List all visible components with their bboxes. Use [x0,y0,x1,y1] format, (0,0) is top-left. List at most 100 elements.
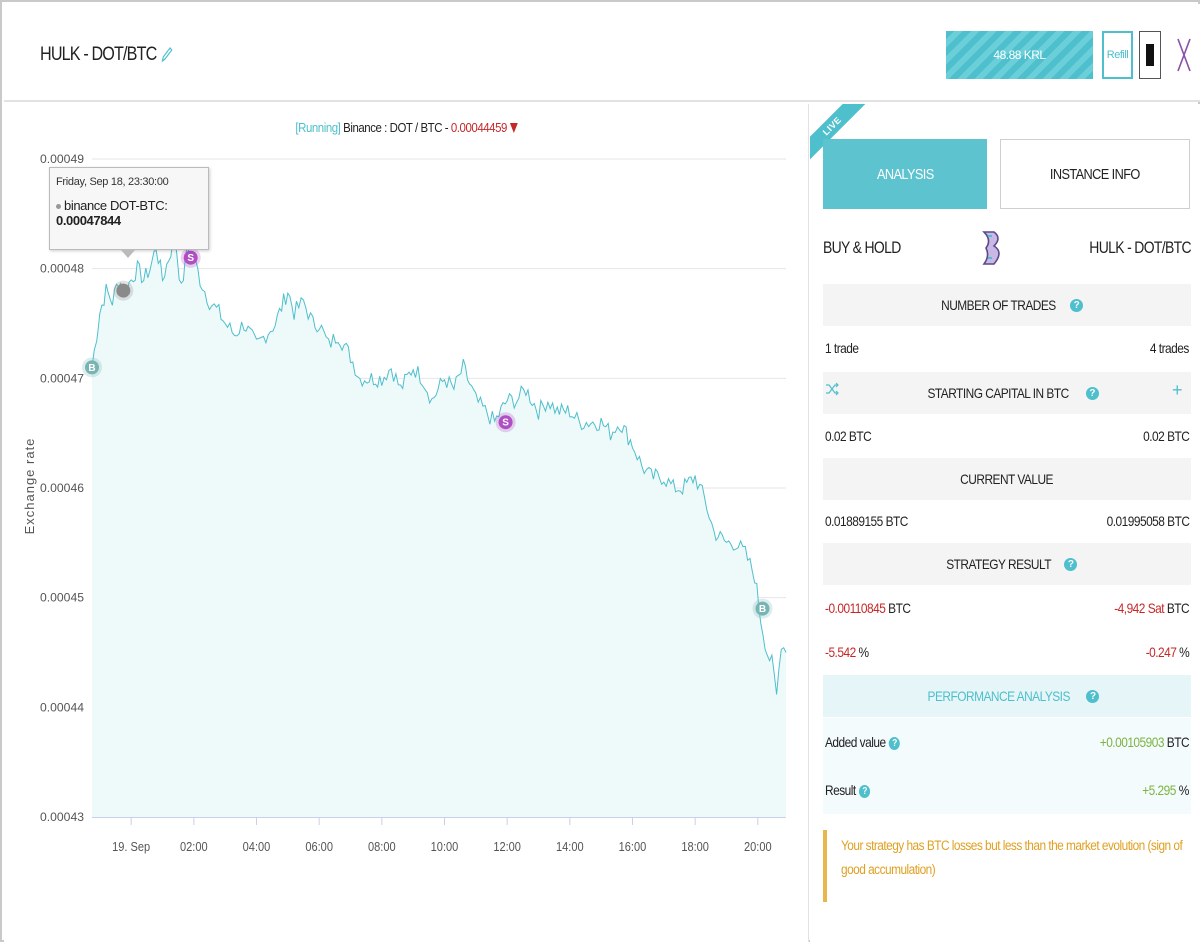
added-value-label: Added value? [825,734,901,750]
x-tick-label: 04:00 [243,839,271,854]
strategy-row: BUY & HOLD HULK - DOT/BTC [823,226,1192,270]
x-tick-label: 16:00 [619,839,647,854]
result-btc-instance: -4,942 Sat BTC [1114,600,1189,616]
capital-header-label: STARTING CAPITAL IN BTC [927,385,1070,401]
y-tick-label: 0.00048 [40,262,84,276]
pause-icon [1146,44,1154,66]
result-pct-instance-unit: % [1176,644,1190,660]
trade-marker [85,360,99,375]
price-chart[interactable]: 0.00049 0.00048 0.00047 0.00046 0.00045 0.000… [4,104,809,942]
help-icon[interactable]: ? [1064,557,1078,571]
balance-value: 48.88 KRL [993,48,1046,62]
chart-title: [Running] Binance : DOT / BTC - 0.000444… [52,120,760,135]
add-capital-button[interactable]: + [1172,380,1183,400]
y-tick-label: 0.00044 [40,700,84,714]
series-dot-icon [56,204,61,210]
trade-marker-label: B [759,604,766,615]
capital-header: STARTING CAPITAL IN BTC? [823,372,1191,414]
performance-header-label: PERFORMANCE ANALYSIS [927,688,1070,704]
result-value: +5.295 % [1142,782,1189,798]
trade-marker [183,250,198,265]
strategy-logo-icon [982,231,1001,265]
result-pct-instance: -0.247 % [1145,644,1189,660]
help-icon[interactable]: ? [1085,386,1099,400]
price-down-icon [509,123,518,133]
result-btc-strategy-unit: BTC [885,600,911,616]
current-value-header-label: CURRENT VALUE [960,471,1054,487]
added-value-number: +0.00105903 [1099,734,1165,750]
y-tick-label: 0.00045 [40,591,84,605]
result-pct-strategy: -5.542 % [825,644,869,660]
close-icon[interactable] [1170,31,1198,79]
result-btc-instance-unit: BTC [1163,600,1190,616]
result-btc-instance-value: -4,942 Sat [1114,600,1164,616]
page-title: HULK - DOT/BTC [40,44,173,66]
tab-analysis-label: ANALYSIS [876,165,934,183]
help-icon[interactable]: ? [888,736,901,750]
chart-panel: [Running] Binance : DOT / BTC - 0.000444… [4,104,809,942]
result-text: Result [825,782,856,798]
current-value-instance: 0.01995058 BTC [1106,513,1189,529]
current-value-row: 0.01889155 BTC 0.01995058 BTC [823,501,1191,541]
current-value-strategy: 0.01889155 BTC [825,513,908,529]
header-bar: HULK - DOT/BTC 48.88 KRL Refill [4,4,1200,102]
instance-title: HULK - DOT/BTC [40,44,157,65]
trades-strategy: 1 trade [825,340,859,356]
added-value-unit: BTC [1163,734,1190,750]
trade-marker-label: S [187,253,194,264]
x-tick-label: 08:00 [368,839,396,854]
x-tick-label: 06:00 [305,839,333,854]
chart-source: Binance : DOT / BTC - [343,120,451,135]
edit-icon[interactable] [160,46,174,64]
x-tick-label: 02:00 [180,839,208,854]
y-tick-label: 0.00046 [40,481,84,495]
tooltip-arrow [121,250,135,258]
capital-row: 0.02 BTC 0.02 BTC [823,416,1191,456]
tab-instance-info-label: INSTANCE INFO [1050,165,1140,183]
result-row: Result? +5.295 % [823,770,1191,810]
tab-instance-info[interactable]: INSTANCE INFO [1000,139,1190,209]
result-value-number: +5.295 [1142,782,1177,798]
tooltip-row: binance DOT-BTC: 0.00047844 [56,198,202,228]
running-status: [Running] [295,120,341,135]
result-value-unit: % [1176,782,1190,798]
trade-marker-label: B [88,363,95,374]
result-btc-strategy: -0.00110845 BTC [825,600,911,616]
y-tick-label: 0.00043 [40,810,84,824]
added-value: +0.00105903 BTC [1099,734,1190,750]
y-tick-label: 0.00047 [40,371,84,385]
analysis-panel: LIVE ANALYSIS INSTANCE INFO BUY & HOLD H… [810,104,1200,942]
tooltip-series: binance DOT-BTC: [64,198,168,213]
help-icon[interactable]: ? [1069,298,1083,312]
x-tick-label: 14:00 [556,839,584,854]
x-tick-label: 18:00 [681,839,709,854]
help-icon[interactable]: ? [1086,689,1100,703]
tab-analysis[interactable]: ANALYSIS [823,139,987,209]
balance-badge[interactable]: 48.88 KRL [946,31,1093,79]
current-value-header: CURRENT VALUE [823,458,1191,500]
added-value-row: Added value? +0.00105903 BTC [823,722,1191,762]
help-icon[interactable]: ? [859,784,871,798]
trades-header: NUMBER OF TRADES? [823,284,1191,326]
trades-header-label: NUMBER OF TRADES [941,297,1056,313]
x-tick-label: 10:00 [431,839,459,854]
x-tick-label: 19. Sep [112,839,150,854]
tooltip-value: 0.00047844 [56,213,121,228]
series-area [92,238,786,818]
refill-button[interactable]: Refill [1102,31,1133,79]
y-axis-label: Exchange rate [22,438,37,535]
strategy-name: BUY & HOLD [823,238,901,257]
capital-instance: 0.02 BTC [1142,428,1190,444]
result-btc-row: -0.00110845 BTC -4,942 Sat BTC [823,588,1191,628]
strategy-result-header: STRATEGY RESULT? [823,543,1191,585]
shuffle-icon[interactable] [825,382,839,396]
pause-button[interactable] [1139,31,1161,79]
result-label: Result? [825,782,871,798]
y-tick-label: 0.00049 [40,152,84,166]
result-pct-row: -5.542 % -0.247 % [823,632,1191,672]
strategy-result-header-label: STRATEGY RESULT [946,556,1051,572]
trade-marker-label: S [502,418,509,429]
trade-marker [755,601,770,616]
trade-marker [116,283,131,298]
